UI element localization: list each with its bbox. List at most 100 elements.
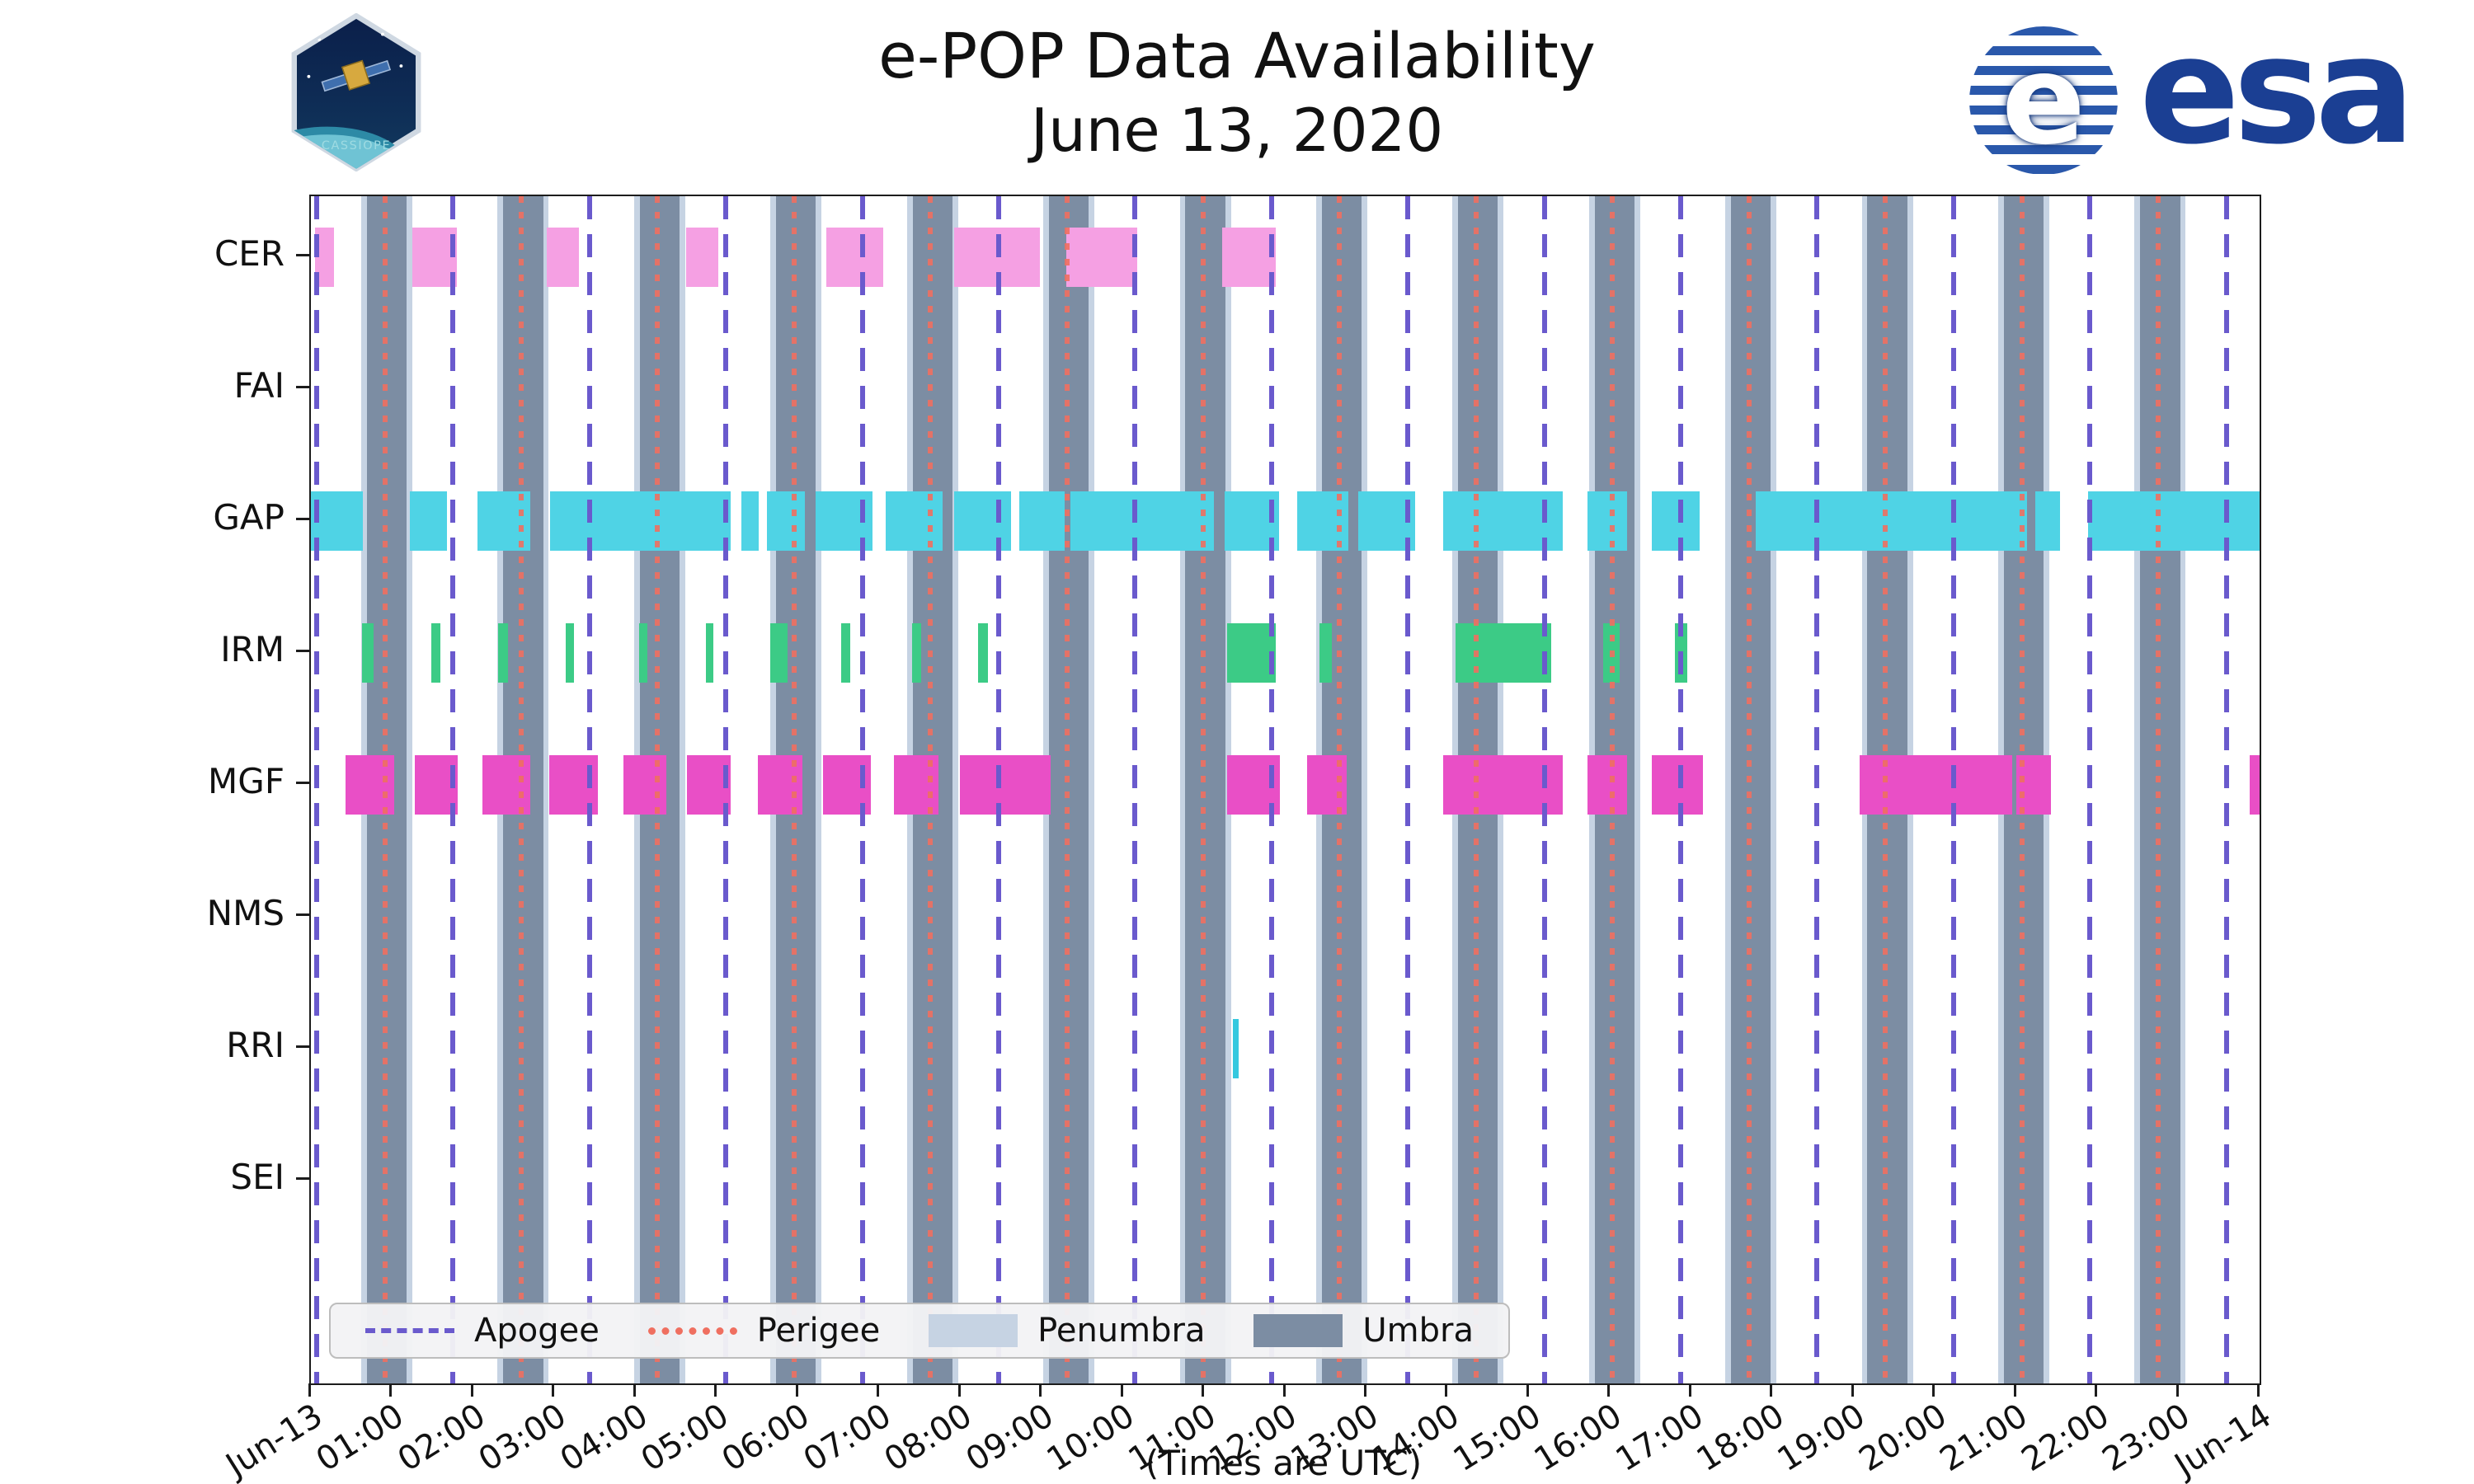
penumbra-band — [1089, 196, 1095, 1383]
availability-bar-cer — [314, 228, 334, 287]
x-tick-mark — [795, 1383, 798, 1397]
x-tick-mark — [1120, 1383, 1123, 1397]
x-tick-mark — [470, 1383, 473, 1397]
penumbra-band — [1362, 196, 1367, 1383]
x-tick-mark — [1282, 1383, 1286, 1397]
x-tick-mark — [877, 1383, 880, 1397]
perigee-line — [791, 196, 797, 1383]
y-tick-mark — [296, 254, 309, 256]
penumbra-band — [1634, 196, 1640, 1383]
availability-bar-mgf — [1651, 755, 1703, 815]
availability-bar-cer — [685, 228, 719, 287]
chart-subtitle: June 13, 2020 — [1030, 95, 1444, 165]
availability-bar-cer — [546, 228, 579, 287]
chart-title: e-POP Data Availability — [878, 19, 1596, 92]
availability-bar-irm — [911, 623, 922, 683]
apogee-line — [1950, 196, 1956, 1383]
apogee-line — [1268, 196, 1274, 1383]
availability-bar-mgf — [959, 755, 1051, 815]
availability-bar-gap — [953, 491, 1011, 551]
x-tick-mark — [714, 1383, 717, 1397]
y-axis-label-irm: IRM — [220, 629, 285, 669]
perigee-line — [1201, 196, 1206, 1383]
apogee-line — [586, 196, 592, 1383]
x-tick-mark — [308, 1383, 311, 1397]
patch-earth-icon — [294, 32, 409, 169]
availability-bar-gap — [2088, 491, 2260, 551]
perigee-line — [519, 196, 524, 1383]
apogee-line — [995, 196, 1001, 1383]
availability-bar-mgf — [623, 755, 667, 815]
y-axis-label-nms: NMS — [206, 893, 285, 933]
penumbra-band — [1725, 196, 1732, 1383]
penumbra-band — [680, 196, 685, 1383]
y-tick-mark — [296, 1045, 309, 1048]
x-tick-mark — [1445, 1383, 1448, 1397]
apogee-line — [723, 196, 729, 1383]
x-tick-mark — [633, 1383, 636, 1397]
x-tick-mark — [1851, 1383, 1854, 1397]
penumbra-band — [952, 196, 958, 1383]
availability-bar-cer — [826, 228, 884, 287]
perigee-line — [382, 196, 388, 1383]
y-tick-mark — [296, 913, 309, 916]
chart-title-block: e-POP Data Availability June 13, 2020 — [0, 18, 2474, 167]
perigee-line — [655, 196, 661, 1383]
penumbra-patch-swatch-icon — [929, 1314, 1018, 1347]
y-axis-label-gap: GAP — [213, 497, 285, 538]
availability-bar-rri — [1233, 1019, 1239, 1078]
perigee-line — [1064, 196, 1070, 1383]
availability-bar-irm — [978, 623, 989, 683]
legend-item-penumbra: Penumbra — [929, 1312, 1205, 1350]
perigee-line — [1610, 196, 1616, 1383]
availability-bar-gap — [550, 491, 731, 551]
apogee-line — [1814, 196, 1820, 1383]
umbra-patch-swatch-icon — [1253, 1314, 1343, 1347]
availability-bar-gap — [1755, 491, 2028, 551]
perigee-line — [2155, 196, 2161, 1383]
x-tick-mark — [1363, 1383, 1366, 1397]
availability-bar-gap — [1651, 491, 1700, 551]
availability-bar-irm — [1456, 623, 1552, 683]
patch-satellite-icon — [321, 59, 392, 92]
availability-bar-gap — [1018, 491, 1065, 551]
x-tick-mark — [1932, 1383, 1935, 1397]
perigee-line — [1746, 196, 1752, 1383]
cassiope-mission-patch: CASSIOPE — [291, 13, 421, 171]
y-axis-label-cer: CER — [214, 233, 285, 274]
y-tick-mark — [296, 650, 309, 652]
availability-bar-gap — [1587, 491, 1627, 551]
x-tick-mark — [552, 1383, 555, 1397]
availability-bar-mgf — [2250, 755, 2260, 815]
availability-bar-irm — [566, 623, 574, 683]
availability-bar-gap — [767, 491, 805, 551]
y-axis-label-sei: SEI — [230, 1157, 285, 1197]
penumbra-band — [816, 196, 822, 1383]
penumbra-band — [1179, 196, 1186, 1383]
y-tick-mark — [296, 386, 309, 388]
penumbra-band — [407, 196, 413, 1383]
penumbra-band — [2134, 196, 2141, 1383]
availability-bar-gap — [311, 491, 363, 551]
x-tick-mark — [389, 1383, 393, 1397]
apogee-line — [1132, 196, 1138, 1383]
y-axis-label-mgf: MGF — [208, 761, 285, 801]
x-tick-mark — [1526, 1383, 1529, 1397]
apogee-line — [1405, 196, 1411, 1383]
x-tick-mark — [2095, 1383, 2098, 1397]
availability-bar-cer — [1221, 228, 1276, 287]
availability-bar-gap — [741, 491, 760, 551]
apogee-dashed-swatch-icon — [365, 1328, 454, 1333]
availability-bar-gap — [2035, 491, 2060, 551]
esa-globe-icon: e — [1969, 26, 2118, 175]
availability-bar-irm — [1319, 623, 1332, 683]
perigee-line — [1337, 196, 1343, 1383]
availability-bar-irm — [498, 623, 509, 683]
apogee-line — [1541, 196, 1547, 1383]
apogee-line — [450, 196, 456, 1383]
esa-wordmark: esa — [2139, 5, 2415, 177]
availability-bar-irm — [770, 623, 788, 683]
availability-bar-cer — [412, 228, 458, 287]
availability-bar-irm — [1226, 623, 1276, 683]
